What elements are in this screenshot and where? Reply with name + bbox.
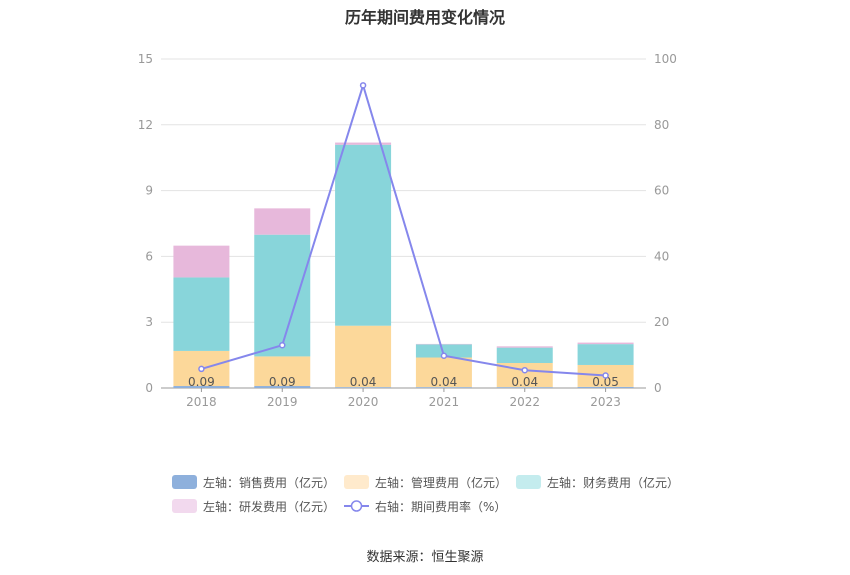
legend-swatch-admin — [344, 475, 369, 489]
left-axis-tick-label: 0 — [145, 381, 153, 395]
legend-item-finance[interactable]: 左轴：财务费用（亿元） — [516, 473, 679, 491]
x-axis-tick-label: 2022 — [509, 395, 540, 409]
bar-sales — [496, 387, 553, 388]
legend-label-admin: 左轴：管理费用（亿元） — [375, 475, 508, 490]
legend-item-admin[interactable]: 左轴：管理费用（亿元） — [344, 473, 507, 491]
legend-item-sales[interactable]: 左轴：销售费用（亿元） — [172, 473, 335, 491]
right-axis-tick-label: 40 — [654, 249, 669, 263]
rate-point — [359, 82, 367, 89]
right-axis-tick-label: 100 — [654, 52, 677, 66]
left-axis-tick-label: 6 — [145, 249, 153, 263]
bar-finance — [254, 234, 311, 357]
bar-finance — [335, 144, 392, 326]
rate-point — [602, 372, 609, 379]
x-axis-tick-label: 2020 — [348, 395, 379, 409]
data-label: 0.05 — [592, 375, 619, 389]
data-label: 0.09 — [188, 375, 215, 389]
bar-finance — [496, 347, 553, 363]
x-axis-tick-label: 2019 — [267, 395, 298, 409]
bar-sales — [254, 386, 311, 388]
bar-admin — [254, 356, 311, 387]
data-source: 数据来源：恒生聚源 — [366, 550, 484, 565]
legend-label-rd: 左轴：研发费用（亿元） — [203, 499, 336, 514]
rate-point — [279, 341, 286, 349]
bar-admin — [335, 325, 392, 388]
bar-rd — [496, 346, 553, 348]
bar-admin — [415, 357, 472, 388]
bar-rd — [577, 342, 634, 345]
right-axis-tick-label: 20 — [654, 315, 669, 329]
rate-point — [198, 365, 205, 373]
bar-sales — [415, 387, 472, 388]
left-axis-tick-label: 12 — [138, 118, 153, 132]
bar-sales — [335, 387, 392, 388]
bar-sales — [577, 386, 634, 388]
bar-finance — [577, 344, 634, 365]
bar-rd — [254, 208, 311, 235]
legend-label-finance: 左轴：财务费用（亿元） — [547, 475, 680, 490]
left-axis-tick-label: 3 — [145, 315, 153, 329]
rate-point — [521, 366, 528, 374]
legend-swatch-sales — [172, 475, 197, 489]
legend-swatch-finance — [516, 475, 541, 489]
right-axis-tick-label: 0 — [654, 381, 662, 395]
legend-line-rate-icon — [344, 499, 369, 513]
rate-point — [440, 352, 448, 360]
legend-label-sales: 左轴：销售费用（亿元） — [203, 475, 336, 490]
right-axis-tick-label: 60 — [654, 184, 669, 198]
data-label: 0.04 — [511, 375, 538, 389]
legend-swatch-rd — [172, 499, 197, 513]
x-axis-tick-label: 2021 — [429, 395, 460, 409]
right-axis-tick-label: 80 — [654, 118, 669, 132]
data-label: 0.04 — [431, 375, 458, 389]
legend-item-rate[interactable]: 右轴：期间费用率（%） — [344, 497, 506, 515]
legend-item-rd[interactable]: 左轴：研发费用（亿元） — [172, 497, 335, 515]
data-label: 0.09 — [269, 375, 296, 389]
bar-finance — [173, 277, 230, 351]
legend-label-rate: 右轴：期间费用率（%） — [375, 499, 507, 514]
bar-sales — [173, 386, 230, 388]
left-axis-tick-label: 9 — [145, 184, 153, 198]
bar-finance — [415, 344, 472, 358]
x-axis-tick-label: 2018 — [186, 395, 217, 409]
chart-title: 历年期间费用变化情况 — [344, 8, 505, 27]
rate-line — [201, 81, 606, 377]
data-label: 0.04 — [350, 375, 377, 389]
bar-rd — [173, 245, 230, 278]
left-axis-tick-label: 15 — [138, 52, 153, 66]
x-axis-tick-label: 2023 — [590, 395, 621, 409]
bar-rd — [335, 142, 392, 145]
